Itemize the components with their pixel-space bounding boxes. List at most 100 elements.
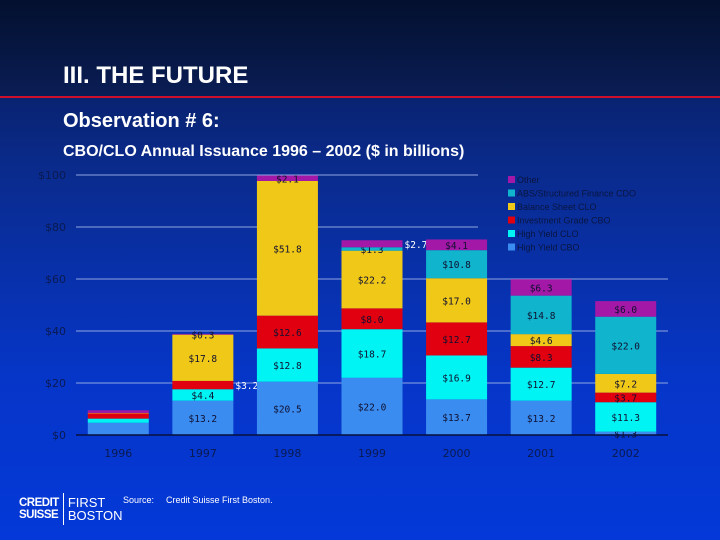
bar-segment (172, 400, 234, 435)
x-tick-label: 1999 (358, 447, 386, 460)
data-label: $12.7 (442, 335, 471, 346)
data-label: $17.0 (442, 296, 471, 307)
bar-segment (510, 279, 572, 296)
x-tick-label: 2001 (527, 447, 555, 460)
bar-segment (426, 399, 488, 435)
legend-label: Balance Sheet CLO (517, 202, 597, 212)
data-label: $10.8 (442, 260, 471, 271)
data-label: $22.2 (358, 276, 387, 287)
data-label: $11.3 (611, 413, 640, 424)
bar-segment (595, 301, 657, 317)
bar-segment (510, 334, 572, 347)
bar-segment (595, 402, 657, 432)
bar-segment (426, 355, 488, 400)
slide-title: III. THE FUTURE (63, 62, 249, 89)
bar-segment (256, 175, 318, 181)
logo-text: BOSTON (67, 508, 123, 523)
bar-segment (426, 239, 488, 251)
logo-divider (62, 493, 64, 525)
logo-text: SUISSE (19, 509, 59, 521)
bar-segment (87, 418, 149, 423)
source-label: Source: (123, 495, 155, 505)
bar-segment (87, 413, 149, 419)
y-tick-label: $0 (52, 429, 66, 442)
y-tick-label: $60 (45, 273, 66, 286)
observation-heading: Observation # 6: (63, 110, 220, 132)
data-label: $3.2 (235, 381, 258, 392)
bar-segment (510, 367, 572, 401)
bar-segment (87, 422, 149, 435)
data-label: $51.8 (273, 244, 302, 255)
data-label: $4.6 (530, 336, 553, 347)
data-label: $1.3 (361, 245, 384, 256)
data-label: $8.0 (361, 315, 384, 326)
data-label: $8.3 (530, 353, 553, 364)
legend-swatch (508, 189, 515, 197)
source-note: Source: Credit Suisse First Boston. (123, 495, 273, 505)
x-tick-label: 2002 (612, 447, 640, 460)
data-label: $4.4 (191, 391, 214, 402)
source-text: Credit Suisse First Boston. (166, 495, 273, 505)
x-tick-label: 1997 (189, 447, 217, 460)
legend-label: Investment Grade CBO (517, 216, 611, 226)
data-label: $13.2 (189, 414, 218, 425)
bar-segment (426, 250, 488, 279)
legend-swatch (508, 230, 515, 237)
bar-segment (172, 333, 234, 335)
data-label: $6.3 (530, 283, 553, 294)
x-tick-label: 1996 (104, 447, 132, 460)
bar-segment (256, 180, 318, 316)
bar-segment (510, 400, 572, 435)
data-label: $12.8 (273, 361, 302, 372)
bar-segment (510, 295, 572, 335)
data-label: $20.5 (273, 404, 302, 415)
logo-text: FIRST (67, 495, 106, 510)
legend-swatch (508, 216, 515, 224)
bar-segment (341, 329, 403, 378)
bar-segment (172, 334, 234, 381)
legend-swatch (508, 243, 515, 251)
bar-segment (510, 346, 572, 368)
logo-text: CREDIT (19, 497, 59, 509)
y-tick-label: $100 (38, 169, 66, 182)
chart-title: CBO/CLO Annual Issuance 1996 – 2002 ($ i… (63, 143, 465, 160)
legend-label: Other (517, 175, 540, 185)
legend-label: ABS/Structured Finance CDO (517, 189, 636, 199)
x-tick-label: 2000 (443, 447, 471, 460)
data-label: $22.0 (611, 341, 640, 352)
data-label: $22.0 (358, 402, 387, 413)
y-tick-label: $80 (45, 221, 66, 234)
legend-swatch (508, 176, 515, 183)
data-label: $0.3 (191, 330, 214, 341)
bar-segment (426, 278, 488, 323)
data-label: $17.8 (189, 354, 218, 365)
data-label: $4.1 (445, 241, 468, 252)
data-label: $12.7 (527, 380, 556, 391)
data-label: $6.0 (614, 305, 637, 316)
bar-segment (256, 315, 318, 349)
header-band (0, 0, 720, 98)
bar-segment (341, 247, 403, 251)
x-tick-label: 1998 (273, 447, 301, 460)
bar-segment (87, 410, 149, 413)
data-label: $2.7 (405, 240, 428, 251)
bar-segment (341, 240, 403, 248)
bar-segment (595, 431, 657, 435)
bar-segment (595, 373, 657, 393)
data-label: $7.2 (614, 379, 637, 390)
bar-segment (87, 412, 149, 414)
legend-label: High Yield CLO (517, 229, 579, 239)
bar-segment (256, 348, 318, 382)
bar-segment (341, 308, 403, 330)
y-tick-label: $20 (45, 377, 66, 390)
data-label: $13.2 (527, 414, 556, 425)
bar-segment (256, 381, 318, 435)
data-label: $14.8 (527, 311, 556, 322)
data-label: $13.7 (442, 413, 471, 424)
bar-segment (172, 389, 234, 401)
bar-segment (172, 380, 234, 390)
bar-segment (341, 377, 403, 435)
legend-swatch (508, 203, 515, 210)
bar-segment (341, 250, 403, 309)
